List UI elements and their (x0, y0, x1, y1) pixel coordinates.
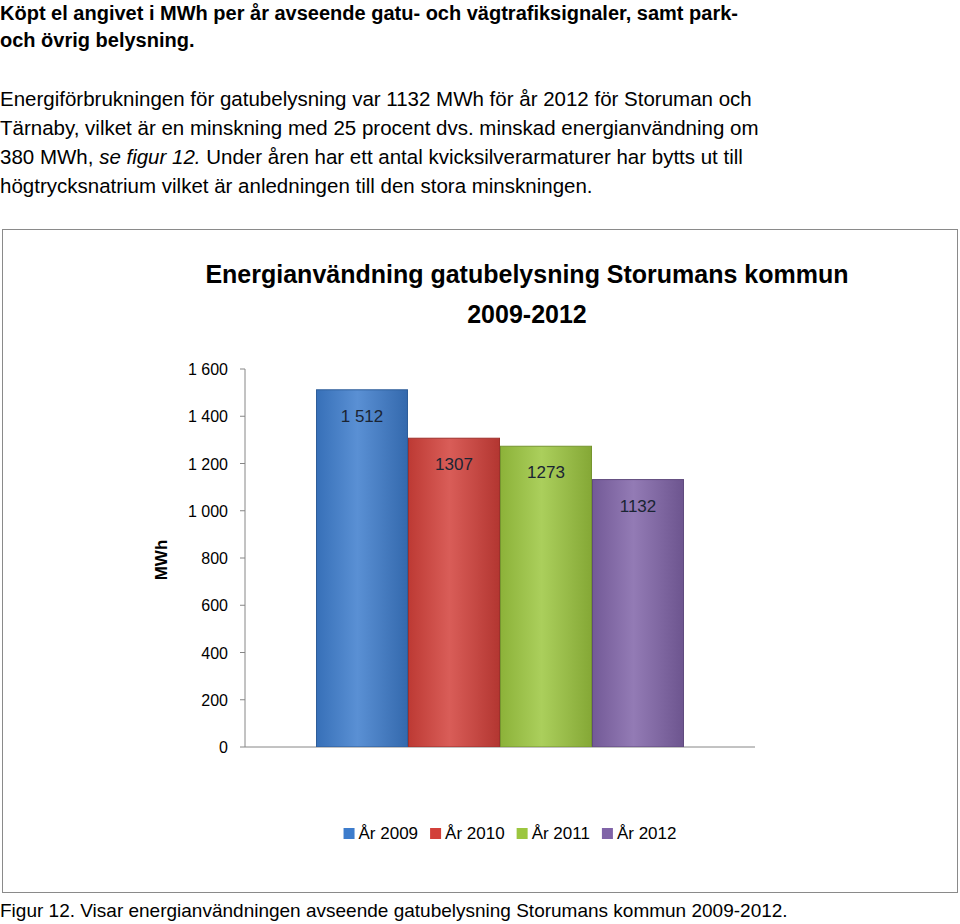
paragraph-fragment: Under åren har ett antal kvicksilverarma… (201, 145, 743, 168)
paragraph-line: högtrycksnatrium vilket är anledningen t… (0, 174, 593, 197)
bar (409, 438, 500, 747)
y-tick (240, 605, 245, 606)
paragraph-line: Energiförbrukningen för gatubelysning va… (0, 87, 752, 110)
y-tick (240, 369, 245, 370)
paragraph-line: Tärnaby, vilket är en minskning med 25 p… (0, 116, 759, 139)
y-tick (240, 652, 245, 653)
legend-swatch (344, 828, 355, 839)
y-tick-label: 400 (201, 645, 228, 662)
y-tick-label: 200 (201, 692, 228, 709)
y-tick (240, 510, 245, 511)
y-tick-label: 600 (201, 597, 228, 614)
legend: År 2009 År 2010 År 2011 År 2012 (344, 824, 677, 843)
figure-caption: Figur 12. Visar energianvändningen avsee… (0, 900, 788, 921)
y-tick-label: 1 000 (188, 503, 228, 520)
legend-label: År 2012 (617, 824, 677, 843)
legend-swatch (602, 828, 613, 839)
y-tick (240, 747, 245, 748)
bar (593, 480, 684, 747)
data-label: 1 512 (341, 407, 384, 426)
bar (501, 446, 592, 747)
y-tick-label: 1 600 (188, 361, 228, 378)
figure-reference: se figur 12. (99, 145, 200, 168)
data-label: 1307 (435, 455, 473, 474)
paragraph-line: 380 MWh, se figur 12. Under åren har ett… (0, 145, 743, 168)
heading-line: Köpt el angivet i MWh per år avseende ga… (0, 2, 738, 24)
chart-frame (3, 230, 958, 893)
page: Köpt el angivet i MWh per år avseende ga… (0, 0, 960, 924)
y-tick-label: 1 200 (188, 456, 228, 473)
y-tick (240, 416, 245, 417)
bars (317, 390, 684, 747)
legend-label: År 2011 (532, 824, 590, 843)
data-label: 1132 (620, 497, 657, 516)
heading-line: och övrig belysning. (0, 29, 194, 51)
y-axis (245, 369, 246, 747)
y-tick-label: 800 (201, 550, 228, 567)
y-tick (240, 463, 245, 464)
legend-label: År 2009 (359, 824, 419, 843)
bar (317, 390, 408, 747)
legend-label: År 2010 (445, 824, 505, 843)
legend-swatch (517, 828, 528, 839)
paragraph-fragment: 380 MWh, (0, 145, 99, 168)
y-tick (240, 558, 245, 559)
y-tick (240, 699, 245, 700)
y-axis-label: MWh (152, 540, 171, 581)
legend-swatch (430, 828, 441, 839)
data-label: 1273 (527, 463, 565, 482)
y-tick-label: 1 400 (188, 408, 228, 425)
chart-title: Energianvändning gatubelysning Storumans… (205, 260, 848, 288)
chart-title: 2009-2012 (467, 300, 587, 328)
y-tick-label: 0 (219, 739, 228, 756)
